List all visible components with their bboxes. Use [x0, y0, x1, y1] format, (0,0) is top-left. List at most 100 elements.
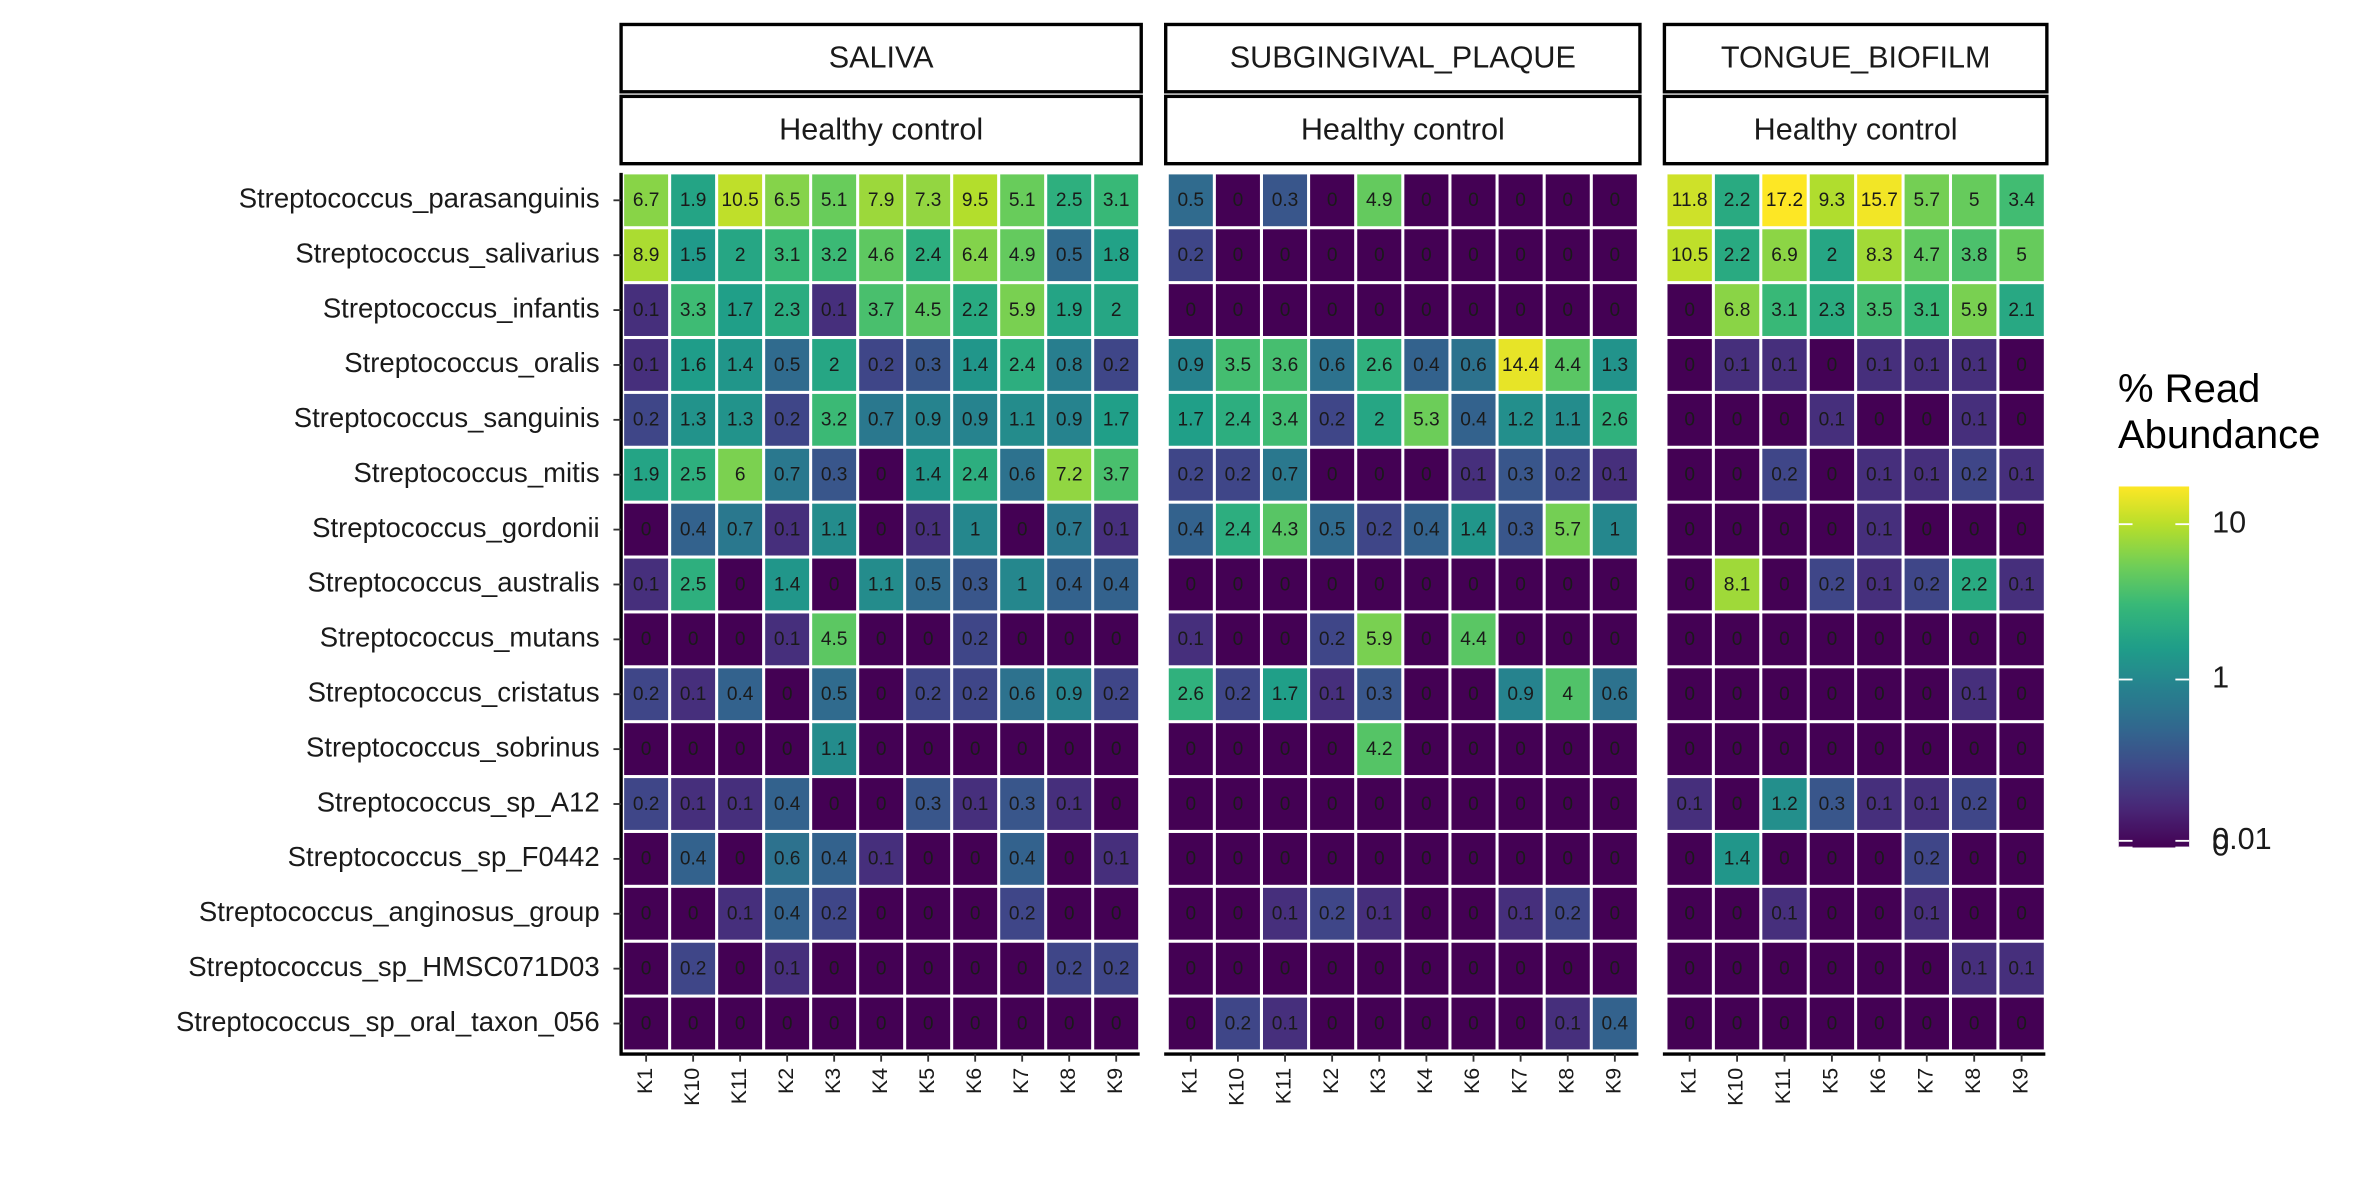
cell-label: 0	[1280, 739, 1291, 760]
cell	[1262, 284, 1308, 336]
cell-label: 0.4	[1178, 519, 1205, 540]
cell-label: 0.4	[821, 849, 848, 870]
cell	[1809, 723, 1855, 776]
cell-label: 0	[1233, 849, 1244, 870]
cell-label: 0.2	[1554, 904, 1581, 925]
cell-label: 0	[1969, 519, 1980, 540]
cell-label: 0	[1684, 355, 1695, 376]
cell-label: 0	[1562, 629, 1573, 650]
cell-label: 0.9	[1056, 410, 1083, 431]
cell-label: 0.2	[680, 958, 707, 979]
cell	[859, 174, 904, 227]
cell-label: 0	[641, 904, 652, 925]
cell	[1999, 229, 2044, 282]
cell-label: 0	[1185, 904, 1196, 925]
cell-label: 0	[1515, 958, 1526, 979]
cell	[624, 942, 669, 995]
x-tick-label: K5	[915, 1068, 939, 1094]
cell	[906, 503, 951, 556]
cell-label: 1.4	[727, 355, 754, 376]
cell	[1809, 558, 1855, 611]
cell	[624, 832, 669, 885]
cell	[1215, 174, 1260, 227]
cell	[1357, 997, 1402, 1050]
cell	[1667, 229, 1712, 282]
cell-label: 0	[1017, 1013, 1028, 1034]
cell	[812, 174, 857, 227]
cell	[671, 778, 716, 830]
cell	[1357, 174, 1402, 227]
cell-label: 0.1	[1272, 904, 1299, 925]
cell	[1404, 942, 1449, 995]
cell	[1952, 668, 1997, 721]
cell-label: 0.1	[1103, 849, 1130, 870]
cell	[1047, 503, 1092, 556]
cell	[624, 887, 669, 940]
cell	[859, 887, 904, 940]
cell-label: 0	[1421, 739, 1432, 760]
cell-label: 1.9	[1056, 300, 1083, 321]
cell-label: 4.9	[1366, 190, 1393, 211]
cell	[1451, 558, 1496, 611]
cell-label: 0	[2016, 849, 2027, 870]
cell	[1762, 284, 1807, 336]
cell	[953, 668, 998, 721]
cell	[765, 174, 810, 227]
cell	[1667, 997, 1712, 1050]
cell-label: 0.1	[1866, 794, 1893, 815]
cell-label: 2	[1374, 410, 1385, 431]
cell	[859, 832, 904, 885]
x-tick-label: K10	[1225, 1068, 1249, 1106]
cell-label: 0.1	[1056, 794, 1083, 815]
cell	[1000, 503, 1045, 556]
cell	[1357, 668, 1402, 721]
cell	[718, 284, 763, 336]
x-tick-label: K4	[868, 1068, 892, 1094]
cell-label: 0	[1421, 245, 1432, 266]
cell-label: 0	[1610, 574, 1621, 595]
cell	[624, 503, 669, 556]
cell-label: 0	[1111, 629, 1122, 650]
cell	[765, 339, 810, 391]
cell	[1215, 448, 1260, 501]
cell	[624, 558, 669, 611]
cell-label: 0	[1374, 958, 1385, 979]
cell-label: 0.8	[1056, 355, 1083, 376]
cell-label: 0	[735, 629, 746, 650]
cell-label: 0	[1421, 794, 1432, 815]
cell-label: 0.4	[774, 904, 801, 925]
cell-label: 0.2	[1178, 465, 1205, 486]
cell	[1592, 284, 1637, 336]
cell-label: 15.7	[1861, 190, 1898, 211]
cell-label: 0	[1468, 958, 1479, 979]
cell	[671, 393, 716, 446]
cell-label: 0	[1280, 849, 1291, 870]
cell	[1047, 942, 1092, 995]
cell-label: 0.1	[1724, 355, 1751, 376]
cell	[1667, 393, 1712, 446]
cell	[1714, 613, 1760, 666]
x-tick-label: K8	[1554, 1068, 1578, 1094]
cell	[1545, 339, 1590, 391]
cell-label: 0	[1921, 958, 1932, 979]
cell-label: 0	[1515, 1013, 1526, 1034]
cell-label: 0.1	[1507, 904, 1534, 925]
cell-label: 0	[1421, 849, 1432, 870]
cell	[1498, 887, 1543, 940]
cell-label: 0	[1969, 1013, 1980, 1034]
x-tick-label: K10	[680, 1068, 704, 1106]
cell-label: 6.4	[962, 245, 989, 266]
cell-label: 0.2	[774, 410, 801, 431]
cell-label: 0	[1515, 849, 1526, 870]
strip	[619, 22, 1143, 94]
cell-label: 2.4	[915, 245, 942, 266]
cell	[1168, 832, 1213, 885]
cell-label: 0.2	[1103, 958, 1130, 979]
cell	[1714, 778, 1760, 830]
cell	[1999, 284, 2044, 336]
cell	[1857, 887, 1902, 940]
cell-label: 4.4	[1460, 629, 1487, 650]
cell	[1545, 448, 1590, 501]
cell-label: 1.7	[1103, 410, 1130, 431]
cell	[1404, 558, 1449, 611]
